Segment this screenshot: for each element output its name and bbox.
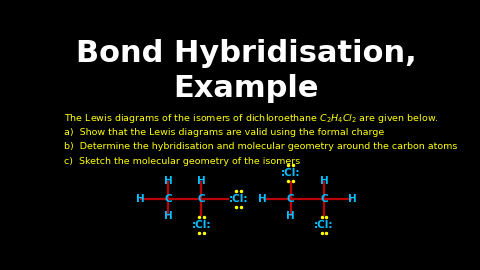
Text: H: H	[164, 176, 172, 186]
Text: H: H	[348, 194, 356, 204]
Text: C: C	[287, 194, 294, 204]
Text: H: H	[320, 176, 328, 186]
Text: The Lewis diagrams of the isomers of dichloroethane $C_2H_4Cl_2$ are given below: The Lewis diagrams of the isomers of dic…	[64, 112, 439, 125]
Text: H: H	[197, 176, 206, 186]
Text: C: C	[164, 194, 172, 204]
Text: :Cl:: :Cl:	[314, 220, 334, 230]
Text: H: H	[258, 194, 267, 204]
Text: :Cl:: :Cl:	[229, 194, 248, 204]
Text: :Cl:: :Cl:	[281, 168, 300, 178]
Text: C: C	[320, 194, 328, 204]
Text: c)  Sketch the molecular geometry of the isomers: c) Sketch the molecular geometry of the …	[64, 157, 300, 166]
Text: Example: Example	[173, 74, 319, 103]
Text: :Cl:: :Cl:	[192, 220, 211, 230]
Text: b)  Determine the hybridisation and molecular geometry around the carbon atoms: b) Determine the hybridisation and molec…	[64, 143, 457, 151]
Text: Bond Hybridisation,: Bond Hybridisation,	[76, 39, 416, 68]
Text: H: H	[164, 211, 172, 221]
Text: H: H	[136, 194, 144, 204]
Text: C: C	[198, 194, 205, 204]
Text: H: H	[286, 211, 295, 221]
Text: a)  Show that the Lewis diagrams are valid using the formal charge: a) Show that the Lewis diagrams are vali…	[64, 128, 384, 137]
